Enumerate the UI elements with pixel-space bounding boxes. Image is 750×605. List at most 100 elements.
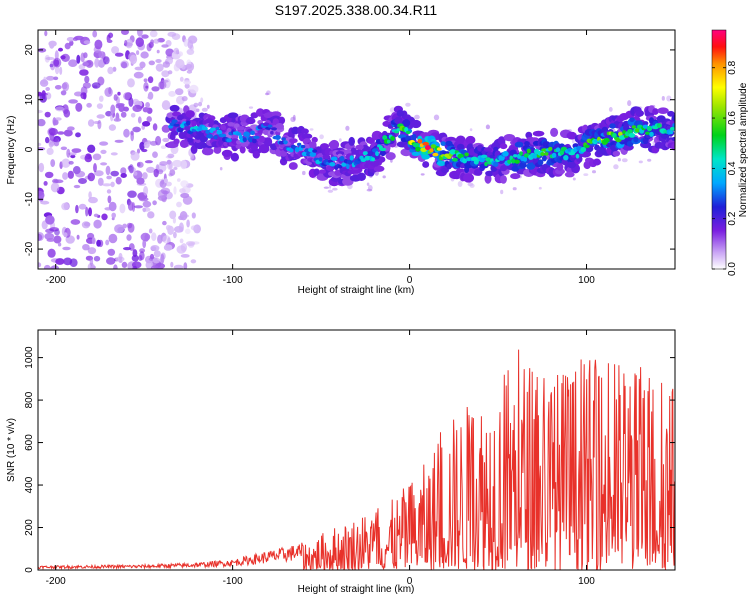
spectrogram-cell bbox=[143, 78, 148, 83]
spectrogram-cell bbox=[449, 149, 457, 155]
spectrogram-cell bbox=[511, 158, 516, 164]
spectrogram-cell bbox=[66, 148, 71, 158]
spectrogram-cell bbox=[46, 75, 55, 81]
spectrogram-cell bbox=[183, 80, 192, 85]
spectrogram-cell bbox=[433, 114, 440, 121]
spectrogram-cell bbox=[237, 126, 245, 131]
spectrogram-cell bbox=[54, 85, 62, 90]
spectrogram-cell bbox=[183, 38, 189, 47]
spectrogram-cell bbox=[300, 145, 306, 149]
spectrogram-cell bbox=[155, 59, 162, 63]
spectrogram-cell bbox=[267, 124, 273, 128]
spectrogram-cell bbox=[519, 151, 523, 156]
colorbar-tick-label: 0.4 bbox=[727, 161, 738, 175]
spectrogram-cell bbox=[142, 239, 147, 249]
spectrogram-cell bbox=[173, 123, 180, 127]
spectrogram-cell bbox=[163, 178, 168, 184]
spectrogram-cell bbox=[168, 173, 173, 177]
spectrogram-cell bbox=[130, 151, 140, 161]
spectrogram-cell bbox=[45, 92, 52, 100]
spectrogram-cell bbox=[45, 215, 55, 225]
spectrogram-cell bbox=[451, 157, 458, 162]
spectrogram-cell bbox=[87, 172, 96, 182]
spectrogram-y-tick-label: -10 bbox=[24, 192, 35, 207]
spectrogram-cell bbox=[84, 75, 90, 83]
spectrogram-cell bbox=[75, 132, 81, 138]
spectrogram-cell bbox=[158, 80, 167, 90]
spectrogram-x-tick-label: -200 bbox=[46, 275, 66, 286]
spectrogram-cell bbox=[411, 151, 421, 156]
spectrogram-cell bbox=[219, 167, 223, 171]
spectrogram-cell bbox=[522, 156, 528, 162]
spectrogram-cell bbox=[50, 182, 60, 193]
spectrogram-cell bbox=[480, 154, 488, 159]
spectrogram-cell bbox=[87, 232, 95, 240]
spectrogram-cell bbox=[323, 186, 330, 189]
spectrogram-cell bbox=[120, 173, 127, 178]
spectrogram-cell bbox=[127, 78, 135, 88]
spectrogram-cell bbox=[291, 126, 300, 135]
spectrogram-cell bbox=[99, 95, 104, 102]
spectrogram-cell bbox=[596, 146, 606, 154]
spectrogram-cell bbox=[190, 225, 198, 231]
spectrogram-cell bbox=[94, 58, 100, 68]
spectrogram-cell bbox=[118, 252, 123, 261]
spectrogram-cell bbox=[396, 128, 401, 132]
spectrogram-cell bbox=[550, 127, 559, 137]
spectrogram-cell bbox=[252, 135, 260, 139]
spectrogram-cell bbox=[107, 66, 114, 75]
spectrogram-cell bbox=[93, 255, 101, 262]
spectrogram-cell bbox=[142, 107, 149, 113]
spectrogram-cell bbox=[80, 92, 87, 100]
spectrogram-cell bbox=[500, 175, 507, 184]
spectrogram-cell bbox=[227, 122, 235, 127]
spectrogram-cell bbox=[469, 128, 473, 132]
spectrogram-cell bbox=[668, 130, 674, 135]
spectrogram-cell bbox=[93, 163, 97, 173]
spectrogram-cell bbox=[134, 205, 143, 209]
spectrogram-cell bbox=[38, 162, 45, 173]
spectrogram-cell bbox=[175, 59, 185, 69]
spectrogram-cell bbox=[147, 91, 154, 100]
spectrogram-cell bbox=[278, 116, 286, 125]
spectrogram-cell bbox=[92, 153, 102, 161]
spectrogram-cell bbox=[669, 126, 675, 131]
spectrogram-cell bbox=[460, 163, 466, 169]
spectrogram-cell bbox=[357, 172, 366, 181]
snr-x-label: Height of straight line (km) bbox=[298, 584, 415, 595]
spectrogram-cell bbox=[99, 141, 109, 146]
spectrogram-cell bbox=[540, 152, 545, 156]
spectrogram-cell bbox=[162, 220, 167, 226]
spectrogram-cell bbox=[186, 120, 191, 126]
spectrogram-cell bbox=[48, 128, 58, 136]
spectrogram-cell bbox=[213, 135, 218, 140]
spectrogram-cell bbox=[301, 133, 313, 140]
spectrogram-cell bbox=[171, 119, 178, 123]
spectrogram-cell bbox=[538, 186, 542, 190]
spectrogram-cell bbox=[125, 39, 133, 49]
spectrogram-cell bbox=[313, 168, 320, 176]
spectrogram-cell bbox=[155, 135, 162, 146]
spectrogram-cell bbox=[63, 232, 68, 238]
spectrogram-cell bbox=[152, 257, 161, 264]
spectrogram-cells bbox=[38, 30, 675, 269]
spectrogram-cell bbox=[430, 144, 437, 149]
spectrogram-cell bbox=[179, 134, 186, 139]
spectrogram-cell bbox=[66, 37, 75, 42]
spectrogram-cell bbox=[155, 63, 164, 72]
spectrogram-cell bbox=[172, 217, 176, 224]
spectrogram-cell bbox=[342, 178, 354, 186]
spectrogram-cell bbox=[100, 162, 108, 166]
spectrogram-cell bbox=[180, 159, 188, 170]
spectrogram-cell bbox=[67, 126, 75, 131]
spectrogram-x-label: Height of straight line (km) bbox=[298, 285, 415, 296]
spectrogram-cell bbox=[80, 52, 85, 63]
spectrogram-cell bbox=[341, 162, 347, 167]
spectrogram-cell bbox=[270, 127, 277, 131]
spectrogram-cell bbox=[436, 160, 446, 167]
spectrogram-cell bbox=[440, 141, 446, 147]
spectrogram-cell bbox=[63, 257, 73, 266]
spectrogram-cell bbox=[583, 173, 589, 177]
spectrogram-cell bbox=[309, 141, 317, 149]
spectrogram-cell bbox=[39, 93, 47, 103]
